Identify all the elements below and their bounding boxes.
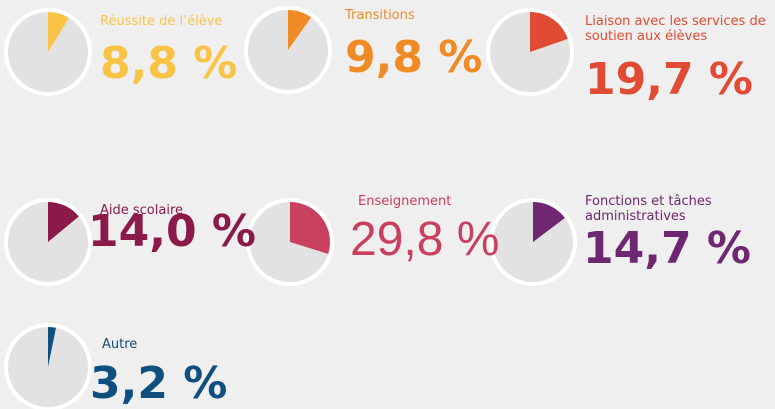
pie-slice (288, 10, 312, 50)
value-label: 14,0 % (88, 206, 256, 257)
pie-slice (530, 12, 568, 52)
pie-title: Aide scolaire (100, 203, 184, 218)
pie-slice (48, 12, 70, 52)
value-label: 29,8 % (350, 213, 500, 266)
pie-slice (533, 202, 565, 242)
pie-title: Fonctions et tâches administratives (585, 194, 712, 224)
pie-title: Liaison avec les services de soutien aux… (585, 14, 766, 44)
value-label: 9,8 % (345, 32, 483, 83)
value-label: 8,8 % (100, 38, 238, 89)
value-label: 3,2 % (90, 358, 228, 409)
pie-title: Transitions (345, 8, 415, 23)
pie-title: Autre (102, 337, 138, 352)
value-label: 14,7 % (583, 223, 751, 274)
pie-slice (48, 202, 79, 242)
pie-slice (48, 327, 56, 367)
pie-slice (290, 202, 330, 254)
pie-title: Réussite de l’élève (100, 14, 223, 29)
pie-title: Enseignement (358, 194, 452, 209)
value-label: 19,7 % (585, 54, 753, 105)
